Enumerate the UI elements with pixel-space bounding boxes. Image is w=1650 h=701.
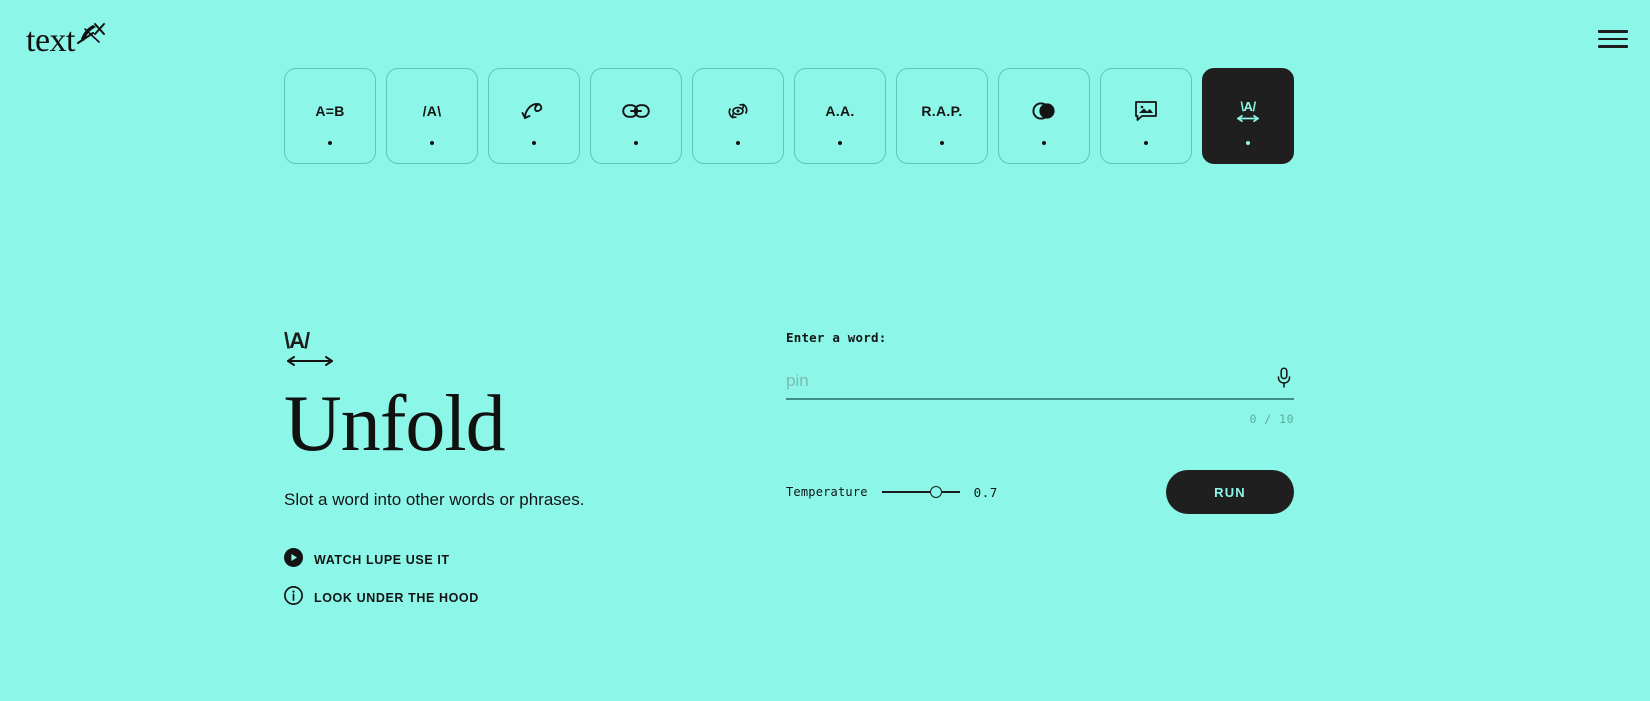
tile-dot — [328, 141, 332, 145]
temperature-control: Temperature 0.7 — [786, 485, 998, 500]
tile-dot — [736, 141, 740, 145]
tile-dot — [1246, 141, 1250, 145]
under-the-hood-label: LOOK UNDER THE HOOD — [314, 590, 479, 605]
input-column: Enter a word: 0 / 10 Temperature 0.7 — [784, 330, 1294, 624]
hero-glyph-text: \A/ — [284, 328, 310, 353]
unfold-arrow-icon: \A/ — [284, 330, 784, 372]
under-the-hood-link[interactable]: LOOK UNDER THE HOOD — [284, 585, 784, 610]
curved-arrow-icon — [521, 100, 547, 122]
tile-dot — [940, 141, 944, 145]
alliteration-text-icon: A.A. — [825, 103, 855, 119]
tool-tile-explode[interactable]: /A\ — [386, 68, 478, 164]
tool-tile-unexpect[interactable] — [488, 68, 580, 164]
tool-tile-alliteration[interactable]: A.A. — [794, 68, 886, 164]
tool-tile-chain[interactable] — [590, 68, 682, 164]
acronym-text-icon: R.A.P. — [921, 103, 963, 119]
unfold-arrow-icon: \A/ — [1235, 100, 1261, 122]
watch-demo-label: WATCH LUPE USE IT — [314, 552, 450, 567]
word-input-label: Enter a word: — [786, 330, 887, 345]
temperature-slider[interactable] — [881, 485, 960, 499]
watch-demo-link[interactable]: WATCH LUPE USE IT — [284, 547, 784, 572]
logo-fx-icon — [73, 21, 107, 56]
play-circle-icon — [284, 547, 303, 572]
explode-text-icon: /A\ — [422, 103, 442, 119]
image-bubble-icon — [1134, 100, 1158, 122]
logo-wordmark: text — [26, 21, 75, 59]
overlapping-circles-icon — [1030, 100, 1058, 122]
tool-tile-row: A=B /A\ — [284, 68, 1294, 164]
hamburger-line — [1598, 45, 1628, 48]
app-header: text — [0, 0, 1650, 78]
equals-text-icon: A=B — [315, 103, 345, 119]
tile-dot — [838, 141, 842, 145]
main-content: \A/ Unfold Slot a word into other words … — [284, 330, 1294, 624]
tool-tile-simile[interactable]: A=B — [284, 68, 376, 164]
hamburger-line — [1598, 30, 1628, 33]
page-description: Slot a word into other words or phrases. — [284, 490, 585, 509]
tile-dot — [1144, 141, 1148, 145]
tile-dot — [430, 141, 434, 145]
run-button[interactable]: RUN — [1166, 470, 1294, 514]
tool-tile-pov[interactable] — [692, 68, 784, 164]
temperature-value: 0.7 — [973, 484, 998, 500]
app-logo[interactable]: text — [26, 21, 107, 58]
hamburger-menu-icon[interactable] — [1598, 28, 1628, 50]
tile-dot — [634, 141, 638, 145]
detail-column: \A/ Unfold Slot a word into other words … — [284, 330, 784, 624]
controls-row: Temperature 0.7 RUN — [786, 470, 1294, 514]
temperature-label: Temperature — [786, 485, 868, 499]
slider-thumb[interactable] — [930, 486, 943, 498]
character-counter: 0 / 10 — [1249, 412, 1294, 426]
hamburger-line — [1598, 37, 1628, 41]
info-circle-icon — [284, 585, 303, 610]
tool-tile-unfold[interactable]: \A/ — [1202, 68, 1294, 164]
slider-track — [881, 491, 960, 493]
tool-tile-fuse[interactable] — [998, 68, 1090, 164]
tile-dot — [1042, 141, 1046, 145]
rotating-eye-icon — [725, 100, 751, 122]
word-input-wrapper — [786, 367, 1294, 400]
tool-tile-acronym[interactable]: R.A.P. — [896, 68, 988, 164]
microphone-icon[interactable] — [1268, 367, 1294, 391]
tool-tile-scene[interactable] — [1100, 68, 1192, 164]
unfold-glyph-text: \A/ — [1240, 98, 1256, 114]
link-chain-icon — [622, 100, 650, 122]
word-input[interactable] — [786, 371, 1268, 391]
tile-dot — [532, 141, 536, 145]
page-title: Unfold — [284, 380, 506, 468]
